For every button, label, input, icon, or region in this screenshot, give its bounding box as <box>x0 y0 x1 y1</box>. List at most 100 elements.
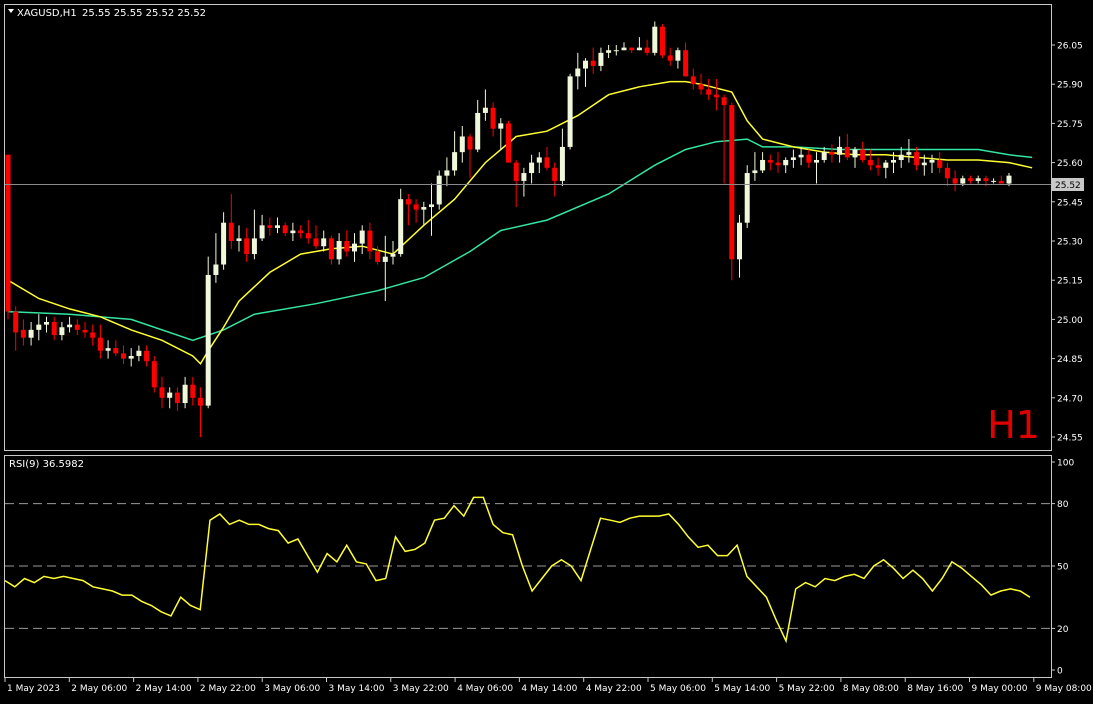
time-tick-label: 2 May 22:00 <box>200 684 256 694</box>
candle-body <box>36 324 42 330</box>
candle-body <box>498 123 504 129</box>
candle-body <box>937 159 943 168</box>
candle-body <box>713 94 719 98</box>
candle <box>906 139 912 163</box>
candle-body <box>429 204 434 208</box>
candle-body <box>28 329 34 338</box>
candle-body <box>367 230 373 252</box>
candle <box>513 159 519 208</box>
candle <box>536 152 542 174</box>
candle <box>382 235 388 302</box>
candle-body <box>275 225 280 228</box>
time-tick-label: 4 May 06:00 <box>457 684 513 694</box>
candle-body <box>567 76 573 147</box>
candle-body <box>467 136 473 150</box>
candle-body <box>305 233 311 239</box>
candle-body <box>344 241 350 252</box>
candle <box>844 133 850 160</box>
fast-ma-line <box>7 80 1033 366</box>
candle <box>452 131 458 176</box>
candle-body <box>598 52 604 66</box>
rsi-tick-label: 100 <box>1057 459 1074 469</box>
candles <box>5 21 1012 437</box>
candle-body <box>205 274 211 406</box>
candle <box>159 376 165 409</box>
price-tick-label: 25.45 <box>1057 198 1083 208</box>
candle-body <box>590 60 596 66</box>
slow-ma-line <box>7 138 1033 342</box>
time-tick-label: 5 May 22:00 <box>779 684 835 694</box>
candle <box>506 120 511 163</box>
candle <box>113 340 119 356</box>
candle-body <box>506 123 511 163</box>
rsi-tick-label: 0 <box>1057 667 1063 677</box>
ohlc-label: 25.55 25.55 25.52 25.52 <box>82 8 206 19</box>
candle <box>244 227 250 262</box>
candle-body <box>975 178 981 181</box>
candle-body <box>621 47 627 51</box>
candle <box>5 154 11 320</box>
candle <box>459 126 465 163</box>
candle-body <box>267 225 273 228</box>
candle-body <box>952 178 958 184</box>
price-axis: 26.05 25.90 25.75 25.60 25.45 25.30 25.15 25.00… <box>1051 42 1083 444</box>
candle <box>644 39 650 56</box>
candle-body <box>529 162 535 174</box>
candle-body <box>852 149 858 158</box>
candle-body <box>459 136 465 153</box>
candle <box>121 345 126 364</box>
rsi-tick-label: 50 <box>1057 563 1069 573</box>
candle-body <box>629 47 635 51</box>
candle-body <box>174 392 180 404</box>
candle-body <box>352 243 357 252</box>
candle-body <box>991 180 997 182</box>
candle <box>305 220 311 244</box>
candle-body <box>5 154 11 312</box>
candle-body <box>190 384 196 398</box>
candle <box>583 58 588 87</box>
candle <box>737 214 742 278</box>
candle <box>1006 173 1012 187</box>
candle <box>398 188 404 257</box>
candle <box>475 99 481 153</box>
candle <box>405 193 411 226</box>
candle <box>952 170 958 192</box>
candle <box>721 94 727 184</box>
candle <box>198 387 203 437</box>
candle <box>544 146 550 171</box>
candle <box>413 199 419 223</box>
price-tick-label: 25.15 <box>1057 277 1083 287</box>
time-tick-label: 1 May 2023 <box>7 684 60 694</box>
candle-body <box>251 238 257 255</box>
candle-body <box>906 152 912 155</box>
candle <box>559 128 565 187</box>
candle <box>898 146 904 168</box>
candle <box>51 316 57 341</box>
candle <box>829 144 835 163</box>
candle <box>213 233 219 283</box>
candle-body <box>198 397 203 406</box>
candle <box>167 387 173 409</box>
price-tick-label: 24.85 <box>1057 355 1083 365</box>
candle-body <box>536 157 542 163</box>
candle <box>652 21 658 56</box>
candle-body <box>482 107 488 113</box>
candle <box>998 175 1004 184</box>
candle-body <box>475 112 481 150</box>
candle <box>174 387 180 411</box>
time-tick-label: 5 May 14:00 <box>714 684 770 694</box>
candle-body <box>737 222 742 260</box>
time-tick-label: 9 May 00:00 <box>972 684 1028 694</box>
candle <box>151 355 157 393</box>
candle-body <box>236 238 242 241</box>
symbol-menu-triangle-icon[interactable] <box>8 9 14 13</box>
candle <box>436 170 442 210</box>
candle <box>144 345 150 367</box>
candle <box>944 162 950 187</box>
candle-body <box>390 254 396 257</box>
candle-body <box>790 157 796 160</box>
candle <box>228 193 234 249</box>
candle <box>205 256 211 409</box>
